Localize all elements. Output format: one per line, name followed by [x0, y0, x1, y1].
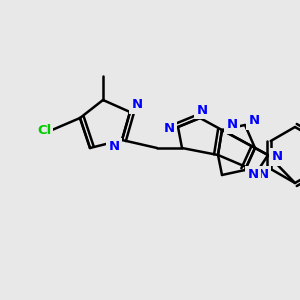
Text: N: N — [257, 169, 268, 182]
Text: N: N — [272, 151, 283, 164]
Text: N: N — [226, 118, 238, 131]
Text: Cl: Cl — [37, 124, 51, 136]
Text: N: N — [164, 122, 175, 136]
Text: N: N — [248, 115, 260, 128]
Text: N: N — [131, 98, 142, 112]
Text: N: N — [108, 140, 120, 154]
Text: N: N — [248, 169, 259, 182]
Text: N: N — [196, 103, 208, 116]
